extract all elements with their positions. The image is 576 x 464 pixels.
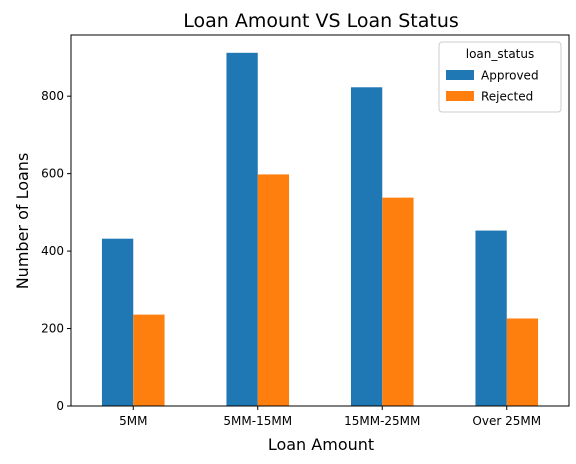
legend-title: loan_status [466,47,535,61]
y-tick-label: 400 [41,244,64,258]
legend: loan_status Approved Rejected [438,41,562,113]
bar-approved-2 [350,87,383,406]
bars-group [101,52,539,407]
bar-rejected-2 [382,197,414,406]
legend-label-rejected: Rejected [481,90,533,104]
x-axis-label: Loan Amount [268,435,374,454]
y-tick-label: 600 [41,167,64,181]
bar-rejected-1 [257,174,290,406]
legend-label-approved: Approved [481,69,539,83]
y-axis-label: Number of Loans [13,153,32,290]
y-tick-label: 800 [41,89,64,103]
x-tick-label: 5MM [119,414,147,428]
bar-approved-0 [101,238,134,406]
x-tick-label: 5MM-15MM [223,414,292,428]
y-tick-label: 200 [41,322,64,336]
bar-approved-1 [226,52,258,407]
x-axis: 5MM 5MM-15MM 15MM-25MM Over 25MM [119,406,541,428]
bar-rejected-0 [133,314,165,406]
y-axis: 0 200 400 600 800 [41,89,71,413]
x-tick-label: 15MM-25MM [344,414,420,428]
bar-rejected-3 [506,318,539,406]
x-tick-label: Over 25MM [472,414,541,428]
chart-title: Loan Amount VS Loan Status [183,10,459,32]
legend-swatch-rejected [446,91,474,101]
bar-approved-3 [475,230,507,406]
y-tick-label: 0 [56,399,64,413]
plot-frame [70,34,570,407]
legend-swatch-approved [446,70,474,80]
